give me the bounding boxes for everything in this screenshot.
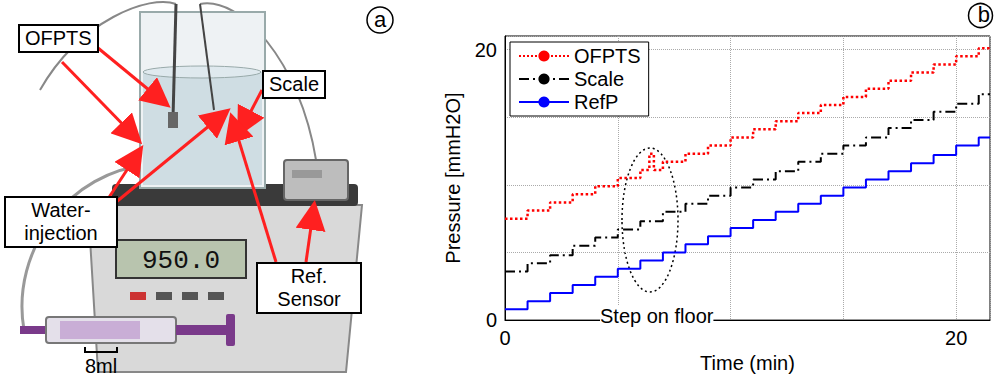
html-text:Ref. Sensor: Ref. Sensor <box>277 265 341 310</box>
svg-text:RefP: RefP <box>574 91 618 113</box>
html-text:OFPTS: OFPTS <box>25 27 92 49</box>
svg-text:20: 20 <box>945 327 967 349</box>
svg-text:Step on floor: Step on floor <box>600 305 714 327</box>
svg-text:Scale: Scale <box>574 68 624 90</box>
svg-text:Time (min): Time (min) <box>700 352 795 374</box>
svg-text:0: 0 <box>486 309 497 331</box>
svg-text:8ml: 8ml <box>85 355 117 377</box>
svg-text:950.0: 950.0 <box>142 246 220 276</box>
svg-text:OFPTS: OFPTS <box>574 45 641 67</box>
html-text:Water-injection: Water-injection <box>24 199 98 244</box>
svg-text:0: 0 <box>499 327 510 349</box>
svg-text:a: a <box>374 7 387 32</box>
svg-text:b: b <box>978 2 990 27</box>
svg-text:20: 20 <box>475 39 497 61</box>
svg-text:Pressure [mmH2O]: Pressure [mmH2O] <box>442 92 464 263</box>
html-text:Scale: Scale <box>269 73 319 95</box>
